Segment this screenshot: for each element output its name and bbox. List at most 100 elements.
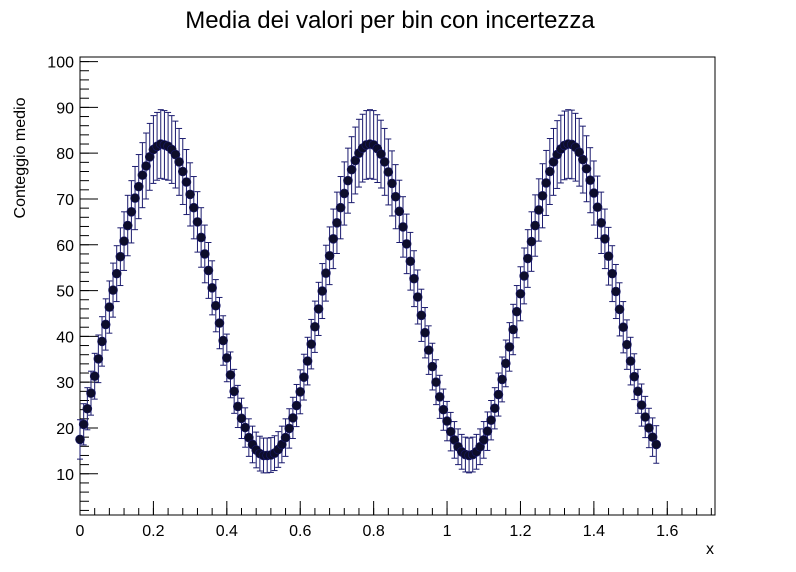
x-tick-label: 1.6 bbox=[656, 523, 678, 540]
data-point bbox=[89, 371, 100, 382]
x-tick-label: 0.2 bbox=[142, 523, 164, 540]
data-point bbox=[306, 339, 317, 349]
data-point bbox=[82, 403, 93, 414]
y-tick-label: 90 bbox=[56, 100, 74, 117]
data-point bbox=[434, 392, 445, 402]
data-point bbox=[207, 283, 217, 293]
data-point bbox=[592, 202, 603, 213]
data-point bbox=[405, 256, 416, 267]
data-point bbox=[633, 386, 643, 397]
data-point bbox=[423, 345, 434, 355]
data-point bbox=[504, 342, 515, 352]
data-point bbox=[196, 232, 206, 243]
data-point bbox=[225, 370, 236, 380]
data-point bbox=[523, 253, 533, 264]
data-point bbox=[240, 422, 250, 433]
data-point bbox=[508, 324, 518, 335]
data-point bbox=[93, 354, 104, 364]
y-axis-label: Conteggio medio bbox=[12, 97, 29, 218]
y-tick-label: 100 bbox=[47, 55, 74, 72]
data-point bbox=[328, 234, 339, 244]
chart-title: Media dei valori per bin con incertezza bbox=[185, 7, 595, 34]
plot-frame bbox=[79, 56, 716, 516]
data-point bbox=[75, 434, 85, 445]
data-point bbox=[537, 190, 548, 201]
data-point bbox=[596, 217, 607, 228]
data-point bbox=[78, 419, 89, 430]
data-points bbox=[75, 139, 662, 461]
data-point bbox=[541, 178, 551, 188]
y-tick-label: 80 bbox=[56, 146, 74, 163]
data-point bbox=[383, 167, 394, 177]
data-point bbox=[295, 386, 306, 397]
y-tick-label: 30 bbox=[56, 375, 74, 392]
data-point bbox=[603, 251, 614, 262]
x-axis: 0 0.2 0.4 0.6 0.8 1 1.2 1.4 1.6 bbox=[76, 501, 712, 540]
data-point bbox=[119, 236, 129, 246]
data-point bbox=[500, 358, 511, 369]
data-point bbox=[390, 191, 401, 202]
data-point bbox=[130, 193, 140, 203]
y-tick-label: 70 bbox=[56, 192, 74, 209]
data-point bbox=[324, 250, 335, 261]
data-point bbox=[177, 166, 188, 177]
data-point bbox=[346, 164, 357, 175]
data-point bbox=[482, 426, 493, 436]
data-point bbox=[111, 268, 122, 279]
data-point bbox=[607, 268, 618, 279]
x-tick-label: 0.6 bbox=[289, 523, 311, 540]
data-point bbox=[141, 161, 151, 171]
data-point bbox=[188, 202, 199, 213]
data-point bbox=[431, 377, 441, 387]
data-point bbox=[394, 206, 405, 217]
data-point bbox=[174, 157, 184, 167]
data-point bbox=[420, 327, 430, 338]
data-point bbox=[515, 288, 526, 299]
data-point bbox=[545, 166, 555, 177]
data-point bbox=[288, 413, 298, 423]
data-point bbox=[222, 353, 232, 363]
data-point bbox=[185, 189, 195, 200]
data-point bbox=[343, 175, 353, 186]
data-point bbox=[489, 403, 500, 414]
data-point bbox=[376, 149, 386, 159]
y-tick-label: 50 bbox=[56, 284, 74, 301]
data-point bbox=[137, 170, 148, 180]
data-point bbox=[302, 356, 313, 366]
data-point bbox=[442, 416, 452, 426]
data-point bbox=[339, 188, 350, 199]
y-tick-label: 20 bbox=[56, 421, 74, 438]
data-point bbox=[192, 217, 203, 227]
data-point bbox=[211, 300, 221, 311]
data-point bbox=[625, 356, 636, 366]
data-point bbox=[199, 249, 210, 259]
data-point bbox=[640, 412, 651, 422]
x-tick-label: 0.8 bbox=[363, 523, 385, 540]
data-point bbox=[493, 389, 504, 400]
data-point bbox=[614, 304, 625, 315]
data-point bbox=[133, 181, 144, 192]
data-point bbox=[332, 217, 342, 228]
x-tick-label: 1 bbox=[443, 523, 452, 540]
data-point bbox=[600, 234, 610, 244]
data-point bbox=[317, 286, 328, 296]
x-tick-label: 1.2 bbox=[509, 523, 531, 540]
data-point bbox=[636, 400, 647, 410]
data-point bbox=[511, 306, 522, 317]
data-point bbox=[401, 239, 412, 249]
y-tick-label: 60 bbox=[56, 238, 74, 255]
data-point bbox=[379, 157, 390, 167]
data-point bbox=[335, 202, 346, 213]
data-point bbox=[100, 319, 111, 330]
data-point bbox=[581, 163, 592, 174]
error-bars bbox=[77, 109, 660, 474]
data-point bbox=[478, 435, 489, 445]
data-point bbox=[310, 321, 320, 332]
data-point bbox=[321, 268, 331, 278]
data-point bbox=[409, 273, 419, 284]
data-point bbox=[97, 336, 107, 347]
data-point bbox=[644, 423, 654, 433]
data-point bbox=[445, 426, 456, 437]
data-point bbox=[611, 286, 621, 297]
